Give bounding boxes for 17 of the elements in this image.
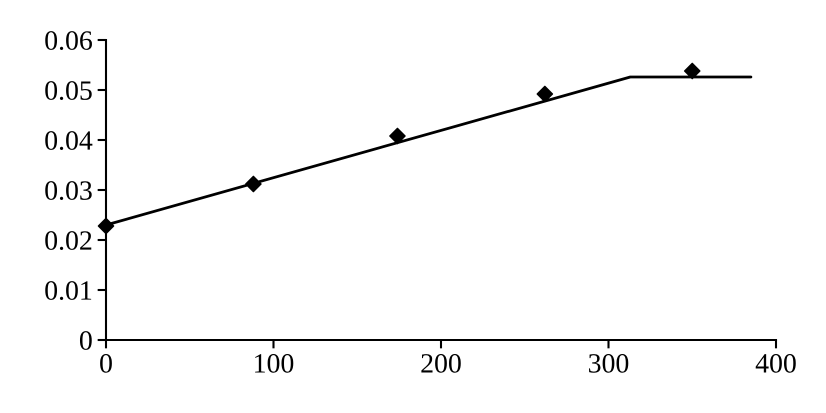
point [245, 176, 262, 192]
y-tick-label: 0 [80, 331, 92, 350]
x-tick-label: 0 [100, 354, 112, 373]
point [684, 62, 701, 80]
y-tick-label: 0.02 [45, 231, 92, 250]
x-tick-label: 200 [421, 354, 461, 373]
y-tick-label: 0.06 [45, 31, 92, 50]
point [536, 86, 554, 102]
y-tick-label: 0.03 [45, 181, 92, 200]
point [98, 218, 114, 234]
x-tick-label: 100 [255, 354, 294, 373]
point [389, 128, 406, 144]
y-tick-label: 0.04 [45, 131, 92, 150]
x-tick-label: 300 [588, 354, 628, 373]
y-tick-label: 0.05 [45, 81, 92, 100]
y-tick-label: 0.01 [45, 281, 92, 300]
x-tick-label: 400 [756, 354, 796, 373]
